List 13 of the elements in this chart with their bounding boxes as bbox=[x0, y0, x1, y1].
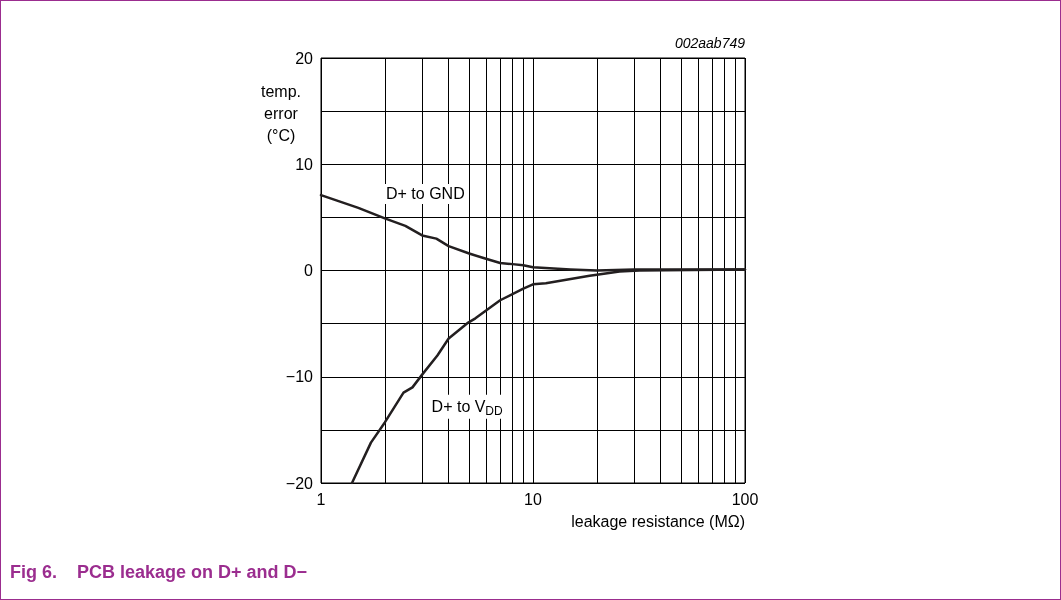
x-tick-label: 100 bbox=[731, 490, 759, 508]
y-axis-title: temp. error (°C) bbox=[260, 82, 302, 144]
y-tick-label: 20 bbox=[295, 49, 314, 67]
x-tick-label: 1 bbox=[316, 490, 326, 508]
y-tick-label: 0 bbox=[304, 262, 314, 279]
text: 002aab749 bbox=[674, 35, 746, 51]
series-label: D+ to GND bbox=[386, 185, 465, 203]
y-tick-label: 10 bbox=[295, 155, 314, 173]
x-tick-label: 10 bbox=[524, 490, 542, 508]
y-tick-label: −20 bbox=[285, 474, 314, 492]
text: Fig 6. PCB leakage on D+ and D− bbox=[10, 562, 308, 583]
x-axis-title: leakage resistance (MΩ) bbox=[571, 512, 746, 530]
y-tick-label: −10 bbox=[285, 368, 314, 386]
